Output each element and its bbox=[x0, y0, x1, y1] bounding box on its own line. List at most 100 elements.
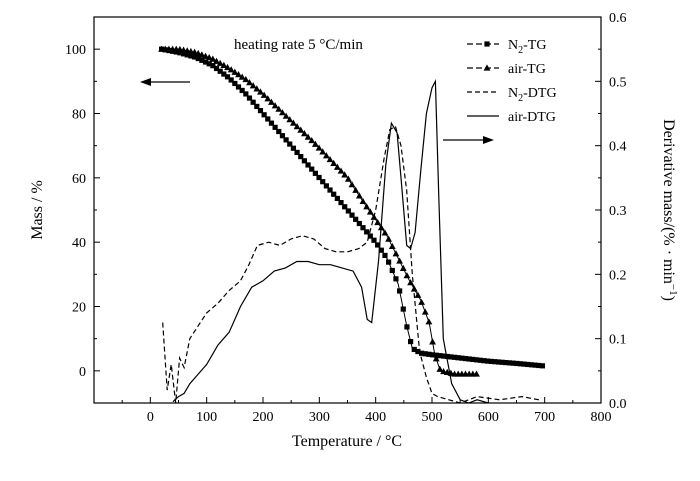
series-marker bbox=[411, 346, 417, 353]
series-marker bbox=[404, 324, 410, 330]
series-marker bbox=[238, 73, 246, 80]
series-marker bbox=[188, 53, 194, 59]
series-marker bbox=[470, 356, 476, 363]
series-marker bbox=[378, 247, 384, 253]
series-marker bbox=[246, 95, 253, 101]
right-y-tick-label: 0.4 bbox=[609, 140, 627, 155]
series-marker bbox=[323, 183, 329, 189]
series-marker bbox=[421, 308, 429, 315]
series-marker bbox=[246, 79, 253, 86]
series-marker bbox=[239, 87, 245, 94]
series-marker bbox=[268, 120, 275, 126]
series-marker bbox=[217, 68, 223, 74]
series-marker bbox=[290, 119, 297, 126]
series-marker bbox=[349, 212, 355, 218]
legend-item-2: N2-DTG bbox=[467, 86, 557, 104]
arrow-left bbox=[140, 78, 190, 86]
series-marker bbox=[301, 158, 308, 164]
series-marker bbox=[396, 257, 404, 264]
series-marker bbox=[352, 186, 360, 193]
series-marker bbox=[301, 130, 308, 137]
series-marker bbox=[191, 48, 198, 55]
series-marker bbox=[488, 358, 494, 365]
series-marker bbox=[459, 355, 465, 361]
series-marker bbox=[308, 136, 316, 144]
x-tick-label: 800 bbox=[591, 410, 612, 425]
series-marker bbox=[399, 264, 407, 271]
series-marker bbox=[400, 306, 406, 312]
x-tick-label: 300 bbox=[309, 410, 330, 425]
x-tick-label: 700 bbox=[534, 410, 555, 425]
series-marker bbox=[477, 357, 483, 363]
series-marker bbox=[224, 74, 231, 80]
series-marker bbox=[403, 272, 411, 279]
series-marker bbox=[382, 252, 388, 259]
series-marker bbox=[275, 105, 283, 112]
legend-label: N2-DTG bbox=[508, 86, 557, 104]
series-marker bbox=[525, 361, 531, 368]
series-marker bbox=[429, 338, 436, 345]
series-marker bbox=[216, 59, 224, 66]
series-marker bbox=[353, 216, 359, 222]
series-marker bbox=[261, 112, 267, 118]
series-marker bbox=[492, 359, 498, 365]
series-marker bbox=[517, 361, 524, 367]
left-y-tick-label: 20 bbox=[72, 301, 86, 316]
series-marker bbox=[407, 279, 414, 286]
series-marker bbox=[220, 61, 228, 69]
left-y-tick-label: 100 bbox=[65, 43, 86, 58]
series-marker bbox=[311, 140, 319, 147]
x-tick-label: 600 bbox=[478, 410, 499, 425]
series-marker bbox=[448, 354, 454, 360]
series-marker bbox=[426, 351, 432, 357]
series-marker bbox=[338, 200, 344, 206]
series-marker bbox=[257, 108, 264, 114]
legend-item-1: air-TG bbox=[467, 62, 546, 77]
left-y-tick-label: 80 bbox=[72, 108, 86, 123]
series-marker bbox=[309, 166, 315, 172]
left-y-tick-label: 0 bbox=[79, 365, 86, 380]
series-marker bbox=[385, 235, 393, 242]
series-marker bbox=[422, 351, 428, 357]
series-marker bbox=[265, 116, 271, 122]
series-marker bbox=[532, 362, 538, 368]
right-y-axis-title-close: ) bbox=[660, 296, 677, 301]
series-marker bbox=[345, 208, 351, 214]
series-marker bbox=[249, 82, 257, 89]
series-marker bbox=[235, 84, 242, 90]
series-marker bbox=[337, 167, 345, 174]
x-tick-label: 0 bbox=[147, 410, 154, 425]
series-marker bbox=[503, 359, 509, 366]
series-marker bbox=[410, 285, 418, 292]
series-marker bbox=[440, 353, 447, 359]
series-marker bbox=[342, 204, 348, 210]
legend-label: N2-TG bbox=[508, 38, 546, 56]
series-marker bbox=[257, 88, 264, 95]
series-marker bbox=[528, 362, 535, 368]
series-marker bbox=[327, 187, 333, 193]
series-marker bbox=[366, 208, 374, 215]
series-marker bbox=[202, 52, 209, 59]
series-marker bbox=[195, 55, 201, 62]
series-marker bbox=[205, 54, 213, 61]
series-marker bbox=[221, 71, 227, 77]
right-y-axis-title-main: Derivative mass/(% · min bbox=[660, 119, 677, 284]
series-marker bbox=[360, 225, 366, 231]
right-y-tick-label: 0.1 bbox=[609, 333, 627, 348]
series-marker bbox=[462, 355, 469, 362]
series-marker bbox=[272, 124, 278, 130]
series-marker bbox=[227, 66, 235, 73]
series-marker bbox=[319, 148, 327, 155]
series-marker bbox=[228, 77, 234, 83]
series-marker bbox=[355, 192, 363, 199]
series-marker bbox=[367, 233, 373, 239]
series-marker bbox=[209, 55, 217, 62]
series-marker bbox=[481, 358, 487, 364]
series-marker bbox=[180, 51, 187, 57]
right-y-tick-label: 0.5 bbox=[609, 75, 627, 90]
series-marker bbox=[184, 52, 190, 58]
series-marker bbox=[510, 360, 516, 366]
series-marker bbox=[315, 144, 323, 151]
legend-marker bbox=[484, 41, 490, 47]
